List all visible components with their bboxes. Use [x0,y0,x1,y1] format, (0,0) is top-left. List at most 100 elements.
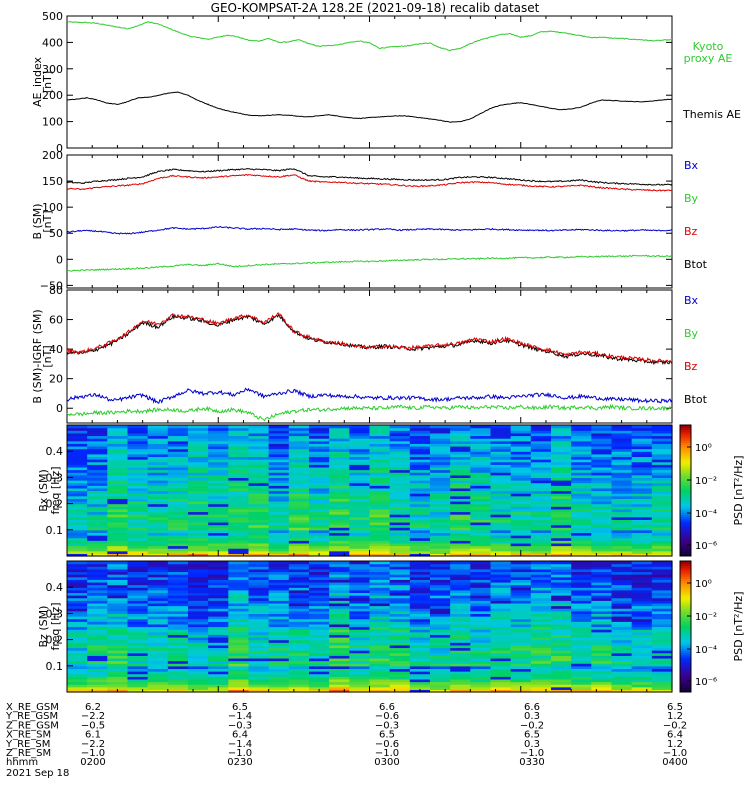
spectrogram-cell [530,550,552,554]
spectrogram-cell [288,516,310,520]
spectrogram-cell [309,443,330,447]
spectrogram-cell [430,644,451,649]
spectrogram-cell [309,613,330,617]
spectrogram-cell [651,571,673,575]
spectrogram-cell [450,618,471,622]
spectrogram-cell [87,652,108,656]
spectrogram-cell [389,584,411,588]
spectrogram-cell [349,493,371,497]
spectrogram-cell [430,527,451,531]
spectrogram-cell [268,524,290,528]
spectrogram-cell [591,623,613,628]
spectrogram-cell [551,660,572,664]
spectrogram-cell [591,621,613,625]
spectrogram-cell [490,574,512,578]
y-axis-label: [nT] [41,71,54,93]
spectrogram-cell [188,453,209,458]
spectrogram-cell [208,684,229,688]
spectrogram-cell [631,445,653,450]
spectrogram-cell [651,524,673,528]
spectrogram-cell [188,574,209,578]
colorbar-cell [680,459,691,463]
spectrogram-cell [631,561,653,565]
spectrogram-cell [430,581,451,586]
spectrogram-cell [329,482,350,486]
spectrogram-cell [530,673,552,677]
spectrogram-cell [510,610,532,614]
spectrogram-cell [591,519,613,523]
spectrogram-cell [107,461,129,465]
spectrogram-cell [651,448,673,452]
spectrogram-cell [188,432,209,437]
spectrogram-cell [87,668,108,672]
spectrogram-cell [510,477,532,481]
spectrogram-cell [470,430,492,434]
spectrogram-cell [188,540,209,544]
spectrogram-cell [430,500,451,505]
spectrogram-cell [510,671,532,675]
spectrogram-cell [611,623,633,628]
spectrogram-cell [551,524,572,528]
ephemeris-value: −0.5 [81,720,105,731]
spectrogram-cell [450,542,471,547]
colorbar-cell [680,457,691,461]
spectrogram-cell [571,579,592,583]
spectrogram-cell [188,448,209,452]
spectrogram-cell [591,686,613,690]
spectrogram-cell [309,498,330,502]
spectrogram-cell [107,532,129,536]
spectrogram-cell [87,524,108,528]
spectrogram-cell [409,477,431,481]
colorbar-cell [680,643,691,647]
spectrogram-cell [571,678,592,683]
spectrogram-cell [591,435,613,439]
spectrogram-cell [349,495,371,499]
spectrogram-cell [631,553,653,557]
spectrogram-cell [611,581,633,586]
spectrogram-cell [147,642,169,646]
spectrogram-cell [611,542,633,547]
spectrogram-cell [167,574,189,578]
spectrogram-cell [490,686,512,690]
spectrogram-cell [107,673,129,677]
spectrogram-cell [631,563,653,567]
spectrogram-cell [430,477,451,481]
spectrogram-cell [107,681,129,685]
spectrogram-cell [67,647,88,651]
spectrogram-cell [167,480,189,484]
spectrogram-cell [87,430,108,434]
spectrogram-cell [369,440,391,444]
spectrogram-cell [309,597,330,601]
y-tick-label: 100 [42,201,63,214]
spectrogram-cell [369,678,391,683]
spectrogram-cell [167,579,189,583]
spectrogram-cell [309,493,330,497]
spectrogram-cell [288,673,310,677]
spectrogram-cell [490,508,512,513]
spectrogram-cell [268,430,290,434]
spectrogram-cell [651,665,673,670]
spectrogram-cell [147,487,169,492]
spectrogram-cell [107,466,129,471]
spectrogram-cell [369,456,391,460]
spectrogram-cell [530,566,552,570]
spectrogram-cell [208,671,229,675]
series-bx [66,387,673,404]
spectrogram-cell [450,500,471,505]
spectrogram-cell [288,657,310,662]
spectrogram-cell [510,540,532,544]
spectrogram-cell [329,571,350,575]
spectrogram-cell [490,448,512,452]
spectrogram-cell [329,579,350,583]
y-tick-label: −50 [40,279,63,292]
spectrogram-cell [228,587,250,591]
spectrogram-cell [430,602,451,607]
spectrogram-cell [349,487,371,492]
spectrogram-cell [248,503,270,507]
spectrogram-cell [329,678,350,683]
spectrogram-cell [248,529,270,534]
spectrogram-cell [409,451,431,455]
spectrogram-cell [288,542,310,547]
spectrogram-cell [248,626,270,630]
spectrogram-cell [188,655,209,659]
